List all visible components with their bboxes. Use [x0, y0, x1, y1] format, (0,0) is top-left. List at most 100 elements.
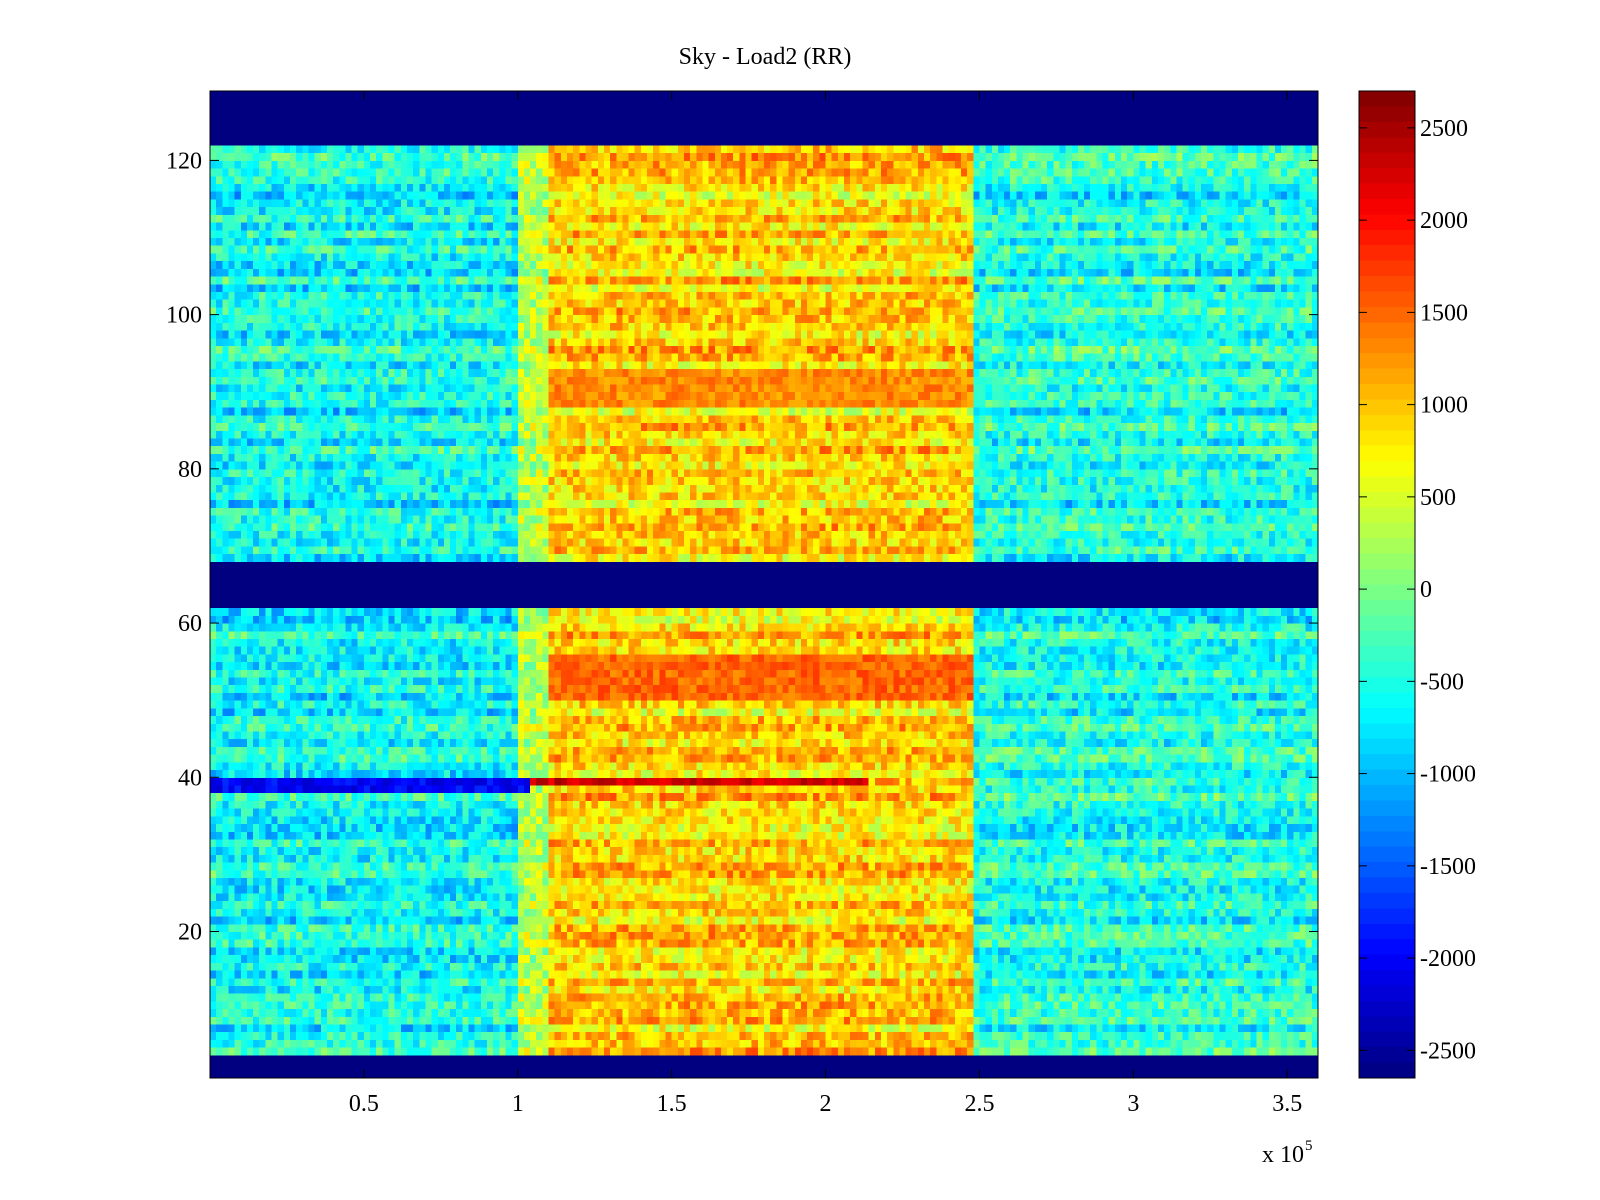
- heatmap-cell: [930, 985, 937, 994]
- heatmap-cell: [776, 939, 783, 948]
- heatmap-cell: [690, 1008, 697, 1017]
- heatmap-cell: [733, 977, 740, 986]
- heatmap-cell: [296, 1047, 303, 1056]
- heatmap-cell: [924, 1031, 931, 1040]
- heatmap-cell: [1077, 931, 1085, 940]
- heatmap-cell: [406, 854, 414, 863]
- heatmap-cell: [290, 892, 297, 902]
- heatmap-cell: [1262, 923, 1270, 932]
- heatmap-cell: [948, 946, 956, 956]
- heatmap-cell: [425, 854, 433, 863]
- heatmap-cell: [437, 1000, 445, 1010]
- heatmap-cell: [800, 923, 808, 932]
- heatmap-cell: [1164, 931, 1171, 940]
- heatmap-cell: [314, 954, 322, 963]
- heatmap-cell: [480, 869, 488, 879]
- heatmap-cell: [339, 908, 346, 917]
- heatmap-cell: [530, 970, 537, 979]
- heatmap-cell: [825, 892, 833, 902]
- heatmap-cell: [727, 923, 734, 932]
- heatmap-cell: [579, 900, 586, 909]
- heatmap-cell: [1077, 869, 1085, 879]
- heatmap-cell: [739, 1039, 747, 1048]
- heatmap-cell: [1268, 946, 1276, 956]
- heatmap-cell: [1293, 946, 1301, 956]
- heatmap-cell: [1084, 939, 1091, 948]
- heatmap-cell: [560, 892, 568, 902]
- heatmap-cell: [296, 916, 303, 925]
- heatmap-cell: [757, 1031, 765, 1040]
- heatmap-cell: [400, 1047, 408, 1056]
- heatmap-cell: [1287, 846, 1294, 855]
- heatmap-cell: [1225, 1047, 1233, 1056]
- heatmap-cell: [807, 900, 814, 909]
- heatmap-cell: [437, 993, 445, 1002]
- heatmap-cell: [302, 908, 309, 917]
- heatmap-cell: [683, 993, 691, 1002]
- heatmap-cell: [745, 885, 753, 894]
- heatmap-cell: [960, 954, 968, 963]
- heatmap-cell: [1034, 854, 1042, 863]
- heatmap-cell: [1268, 1031, 1276, 1040]
- heatmap-cell: [985, 1016, 993, 1025]
- heatmap-cell: [1084, 908, 1091, 917]
- heatmap-cell: [1256, 962, 1264, 971]
- heatmap-cell: [253, 1039, 260, 1048]
- heatmap-cell: [474, 946, 482, 956]
- heatmap-cell: [597, 954, 605, 963]
- heatmap-cell: [1114, 977, 1122, 986]
- heatmap-cell: [413, 1024, 420, 1033]
- heatmap-cell: [837, 954, 845, 963]
- heatmap-cell: [1114, 946, 1122, 956]
- heatmap-cell: [757, 946, 765, 956]
- heatmap-cell: [800, 977, 808, 986]
- heatmap-cell: [1133, 1031, 1140, 1040]
- heatmap-cell: [210, 1016, 217, 1025]
- heatmap-cell: [930, 900, 937, 909]
- heatmap-cell: [1090, 1024, 1097, 1033]
- heatmap-cell: [696, 1047, 703, 1056]
- heatmap-cell: [406, 970, 414, 979]
- heatmap-cell: [702, 1039, 710, 1048]
- heatmap-cell: [868, 885, 876, 894]
- heatmap-cell: [967, 854, 974, 863]
- heatmap-cell: [443, 1008, 451, 1017]
- heatmap-cell: [499, 977, 506, 986]
- heatmap-cell: [351, 1047, 359, 1056]
- heatmap-cell: [899, 970, 907, 979]
- heatmap-cell: [357, 1031, 365, 1040]
- heatmap-cell: [1121, 892, 1128, 902]
- heatmap-cell: [1084, 993, 1091, 1002]
- heatmap-cell: [844, 985, 851, 994]
- heatmap-cell: [1188, 885, 1196, 894]
- heatmap-cell: [517, 908, 525, 917]
- heatmap-cell: [917, 854, 925, 863]
- heatmap-cell: [1139, 1008, 1147, 1017]
- heatmap-cell: [376, 916, 383, 925]
- heatmap-cell: [819, 846, 827, 855]
- heatmap-cell: [1268, 985, 1276, 994]
- heatmap-cell: [376, 954, 383, 963]
- heatmap-cell: [493, 1000, 500, 1010]
- heatmap-cell: [554, 892, 562, 902]
- heatmap-cell: [616, 970, 623, 979]
- heatmap-cell: [1225, 869, 1233, 879]
- heatmap-cell: [536, 892, 543, 902]
- heatmap-cell: [653, 1039, 660, 1048]
- heatmap-cell: [665, 846, 673, 855]
- heatmap-cell: [1293, 1000, 1301, 1010]
- heatmap-cell: [899, 946, 907, 956]
- heatmap-cell: [856, 931, 863, 940]
- heatmap-cell: [1305, 985, 1313, 994]
- heatmap-cell: [363, 892, 371, 902]
- heatmap-cell: [425, 900, 433, 909]
- heatmap-cell: [573, 970, 580, 979]
- heatmap-cell: [308, 877, 316, 886]
- heatmap-cell: [210, 946, 217, 956]
- heatmap-cell: [714, 916, 722, 925]
- heatmap-cell: [1299, 939, 1307, 948]
- heatmap-cell: [536, 931, 543, 940]
- heatmap-cell: [345, 877, 353, 886]
- heatmap-cell: [1293, 1024, 1301, 1033]
- heatmap-cell: [1016, 862, 1024, 871]
